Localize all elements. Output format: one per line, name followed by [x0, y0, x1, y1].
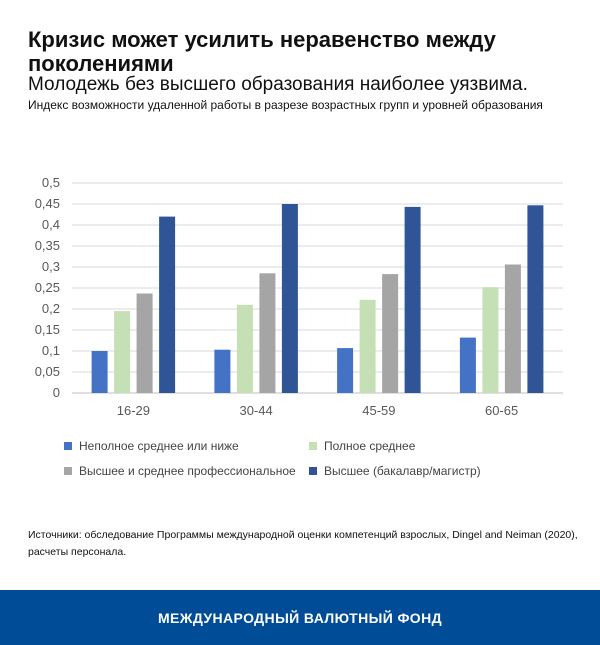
legend-item: Неполное среднее или ниже [64, 439, 239, 453]
legend-item: Высшее (бакалавр/магистр) [309, 464, 481, 478]
legend-swatch [64, 442, 72, 450]
bar [91, 351, 108, 393]
y-tick-label: 0,45 [35, 196, 60, 211]
y-tick-label: 0 [53, 385, 60, 400]
bar [504, 264, 521, 393]
x-tick-label: 45-59 [362, 403, 395, 418]
legend-swatch [64, 467, 72, 475]
y-tick-label: 0,15 [35, 322, 60, 337]
legend-item: Высшее и среднее профессиональное [64, 464, 296, 478]
bar [382, 274, 399, 393]
legend-label: Высшее и среднее профессиональное [79, 464, 296, 478]
legend-swatch [309, 442, 317, 450]
bar [359, 299, 376, 393]
bar [259, 273, 276, 393]
x-tick-label: 30-44 [239, 403, 272, 418]
bar [337, 348, 354, 393]
legend-item: Полное среднее [309, 439, 415, 453]
legend-label: Полное среднее [324, 439, 416, 453]
y-tick-label: 0,3 [42, 259, 60, 274]
source-note: Источники: обследование Программы междун… [28, 529, 578, 558]
chart-description: Индекс возможности удаленной работы в ра… [28, 98, 543, 112]
x-tick-label: 16-29 [117, 403, 150, 418]
y-tick-label: 0,35 [35, 238, 60, 253]
chart-title: Кризис может усилить неравенство между п… [28, 27, 496, 76]
bar [114, 311, 131, 393]
bar [281, 204, 298, 393]
bar [527, 205, 544, 393]
chart-legend: Неполное среднее или ниже Полное среднее… [64, 435, 584, 485]
bar [482, 287, 499, 393]
bar [404, 206, 421, 393]
y-tick-label: 0,25 [35, 280, 60, 295]
bar [159, 216, 176, 393]
x-tick-label: 60-65 [485, 403, 518, 418]
bar [136, 293, 153, 393]
bar [459, 337, 476, 393]
chart-subtitle: Молодежь без высшего образования наиболе… [28, 74, 528, 95]
footer-banner: МЕЖДУНАРОДНЫЙ ВАЛЮТНЫЙ ФОНД [0, 590, 600, 645]
y-tick-label: 0,4 [42, 217, 60, 232]
bar-chart: 0 0,05 0,1 0,15 0,2 0,25 0,3 0,35 0,4 0,45 0,5 16-2… [35, 175, 563, 418]
y-tick-label: 0,05 [35, 364, 60, 379]
legend-label: Неполное среднее или ниже [79, 439, 239, 453]
y-tick-label: 0,5 [42, 175, 60, 190]
legend-swatch [309, 467, 317, 475]
bar [214, 349, 231, 393]
y-tick-label: 0,1 [42, 343, 60, 358]
bar [236, 304, 253, 393]
footer-label: МЕЖДУНАРОДНЫЙ ВАЛЮТНЫЙ ФОНД [158, 609, 442, 626]
legend-label: Высшее (бакалавр/магистр) [324, 464, 481, 478]
y-tick-label: 0,2 [42, 301, 60, 316]
